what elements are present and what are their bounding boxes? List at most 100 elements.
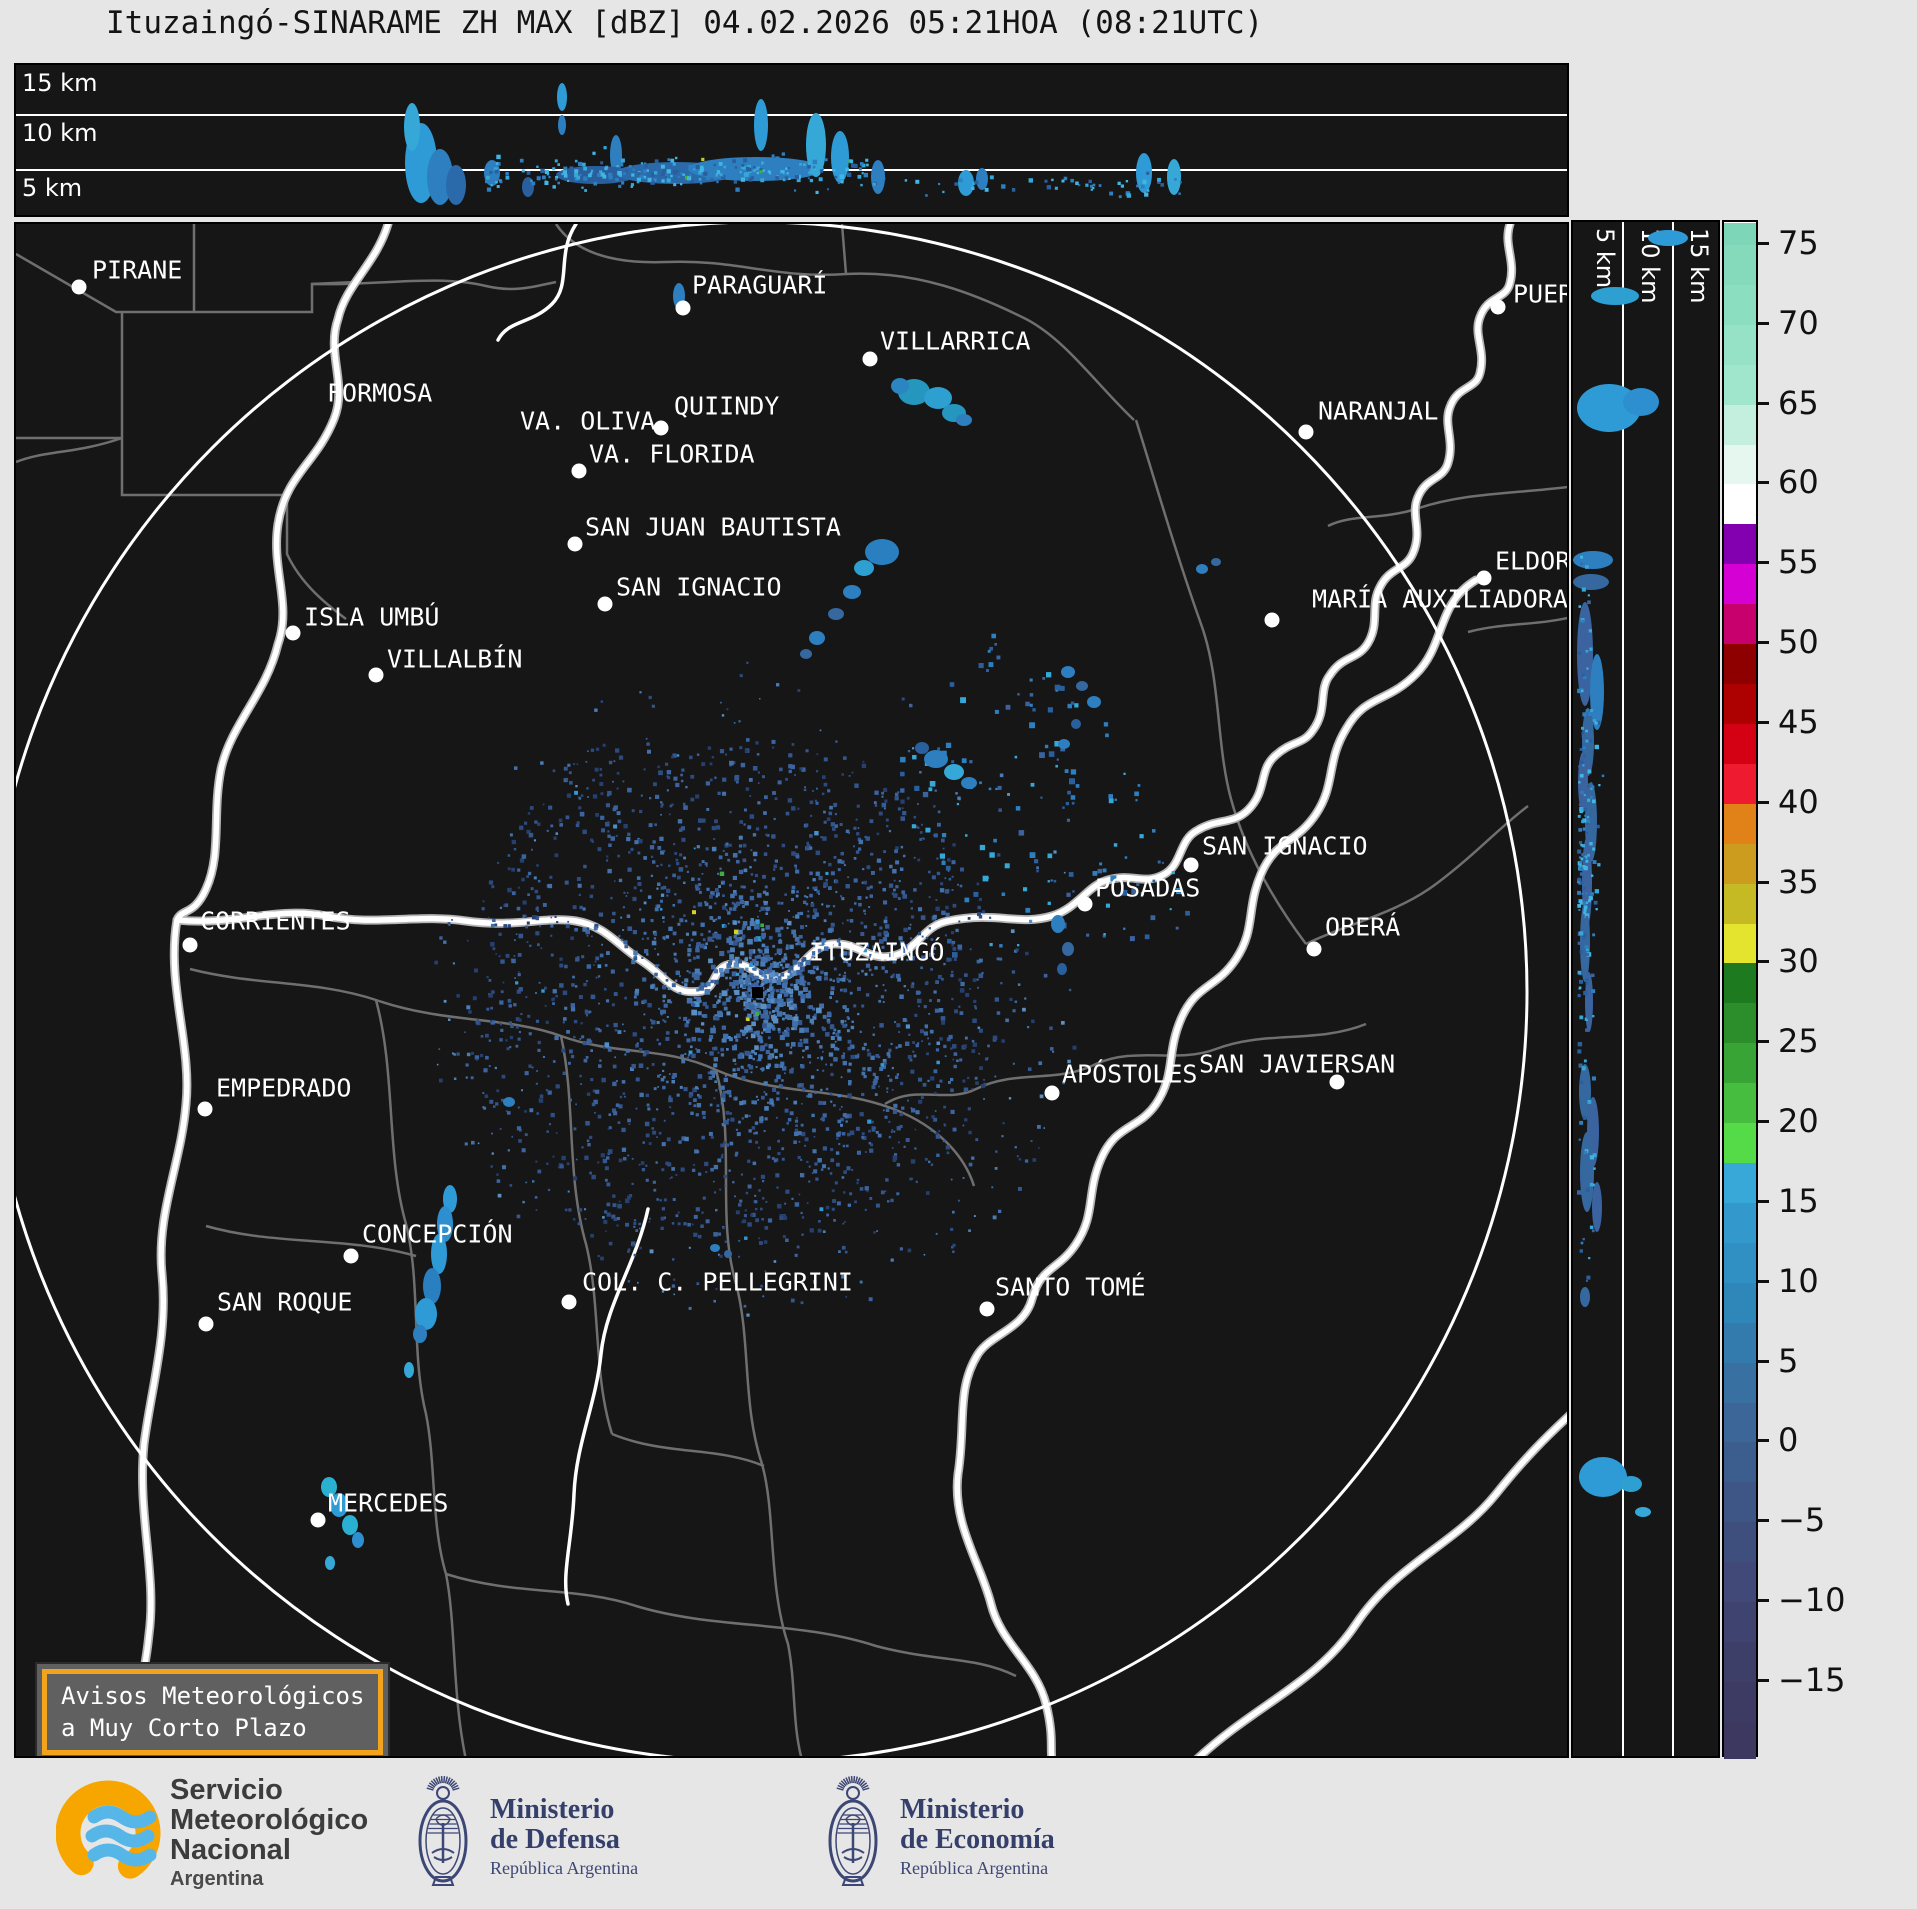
colorbar-tick-label: 25 xyxy=(1778,1022,1819,1061)
echo-blob xyxy=(944,764,964,780)
colorbar-segment xyxy=(1724,1562,1756,1603)
top-panel-label-5km: 5 km xyxy=(22,174,83,202)
top-panel-10km-line xyxy=(16,114,1567,116)
echo-blob xyxy=(1062,942,1074,956)
colorbar-segment xyxy=(1724,1123,1756,1164)
colorbar-segment xyxy=(1724,1043,1756,1084)
colorbar-segment xyxy=(1724,484,1756,525)
city-dot xyxy=(571,463,587,479)
colorbar-segment xyxy=(1724,245,1756,286)
echo-blob xyxy=(1580,902,1590,982)
colorbar-segment xyxy=(1724,923,1756,965)
echo-blob xyxy=(1136,153,1152,193)
colorbar-segment xyxy=(1724,1402,1756,1444)
colorbar-segment xyxy=(1724,1442,1756,1483)
city-label: EMPEDRADO xyxy=(216,1073,352,1103)
top-cross-section-panel: 15 km 10 km 5 km xyxy=(14,63,1569,217)
smn-line-1: Servicio xyxy=(170,1774,283,1806)
echo-blob xyxy=(431,1234,447,1274)
river xyxy=(954,577,1479,1756)
city-label: PARAGUARÍ xyxy=(692,270,828,300)
colorbar-tick xyxy=(1758,1439,1769,1443)
echo-blob xyxy=(828,608,844,620)
echo-blob xyxy=(503,1097,515,1107)
echo-blob xyxy=(831,131,849,183)
city-label: VILLARRICA xyxy=(880,326,1031,356)
admin-border xyxy=(1305,804,1529,946)
city-dot xyxy=(979,1301,995,1317)
colorbar-segment xyxy=(1724,1242,1756,1284)
colorbar-tick xyxy=(1758,880,1769,884)
colorbar-segment xyxy=(1724,843,1756,885)
colorbar-segment xyxy=(1724,1642,1756,1683)
city-label: FORMOSA xyxy=(327,378,433,408)
echo-blob xyxy=(423,1268,441,1304)
city-dot xyxy=(343,1248,359,1264)
city-label: SAN ROQUE xyxy=(217,1287,353,1317)
colorbar-tick xyxy=(1758,960,1769,964)
range-ring xyxy=(16,224,1529,1756)
defensa-coat-of-arms-icon xyxy=(418,1775,468,1886)
echo-blob xyxy=(325,1556,335,1570)
colorbar-tick-label: −10 xyxy=(1778,1581,1846,1620)
right-panel-10km-line xyxy=(1672,222,1674,1756)
city-dot xyxy=(197,1101,213,1117)
city-dot xyxy=(1306,941,1322,957)
economia-line-3: República Argentina xyxy=(900,1858,1049,1878)
city-label: SANTO TOMÉ xyxy=(995,1272,1146,1302)
colorbar-tick xyxy=(1758,1359,1769,1363)
right-cross-section-panel: 5 km 10 km 15 km xyxy=(1571,220,1720,1758)
dbz-colorbar-ticks: 75 70 65 60 55 50 45 40 35 30 25 20 15 10 5 0 −5 −10 −15 xyxy=(1756,220,1886,1757)
city-dot xyxy=(182,937,198,953)
colorbar-segment xyxy=(1724,963,1756,1004)
admin-border xyxy=(714,1069,803,1756)
right-echoes xyxy=(1573,230,1688,1517)
colorbar-segment xyxy=(1724,1282,1756,1324)
echo-blob xyxy=(961,777,977,789)
colorbar-segment xyxy=(1724,284,1756,326)
ground-clutter-speckles xyxy=(434,633,1190,1317)
echo-blob xyxy=(558,115,566,135)
echo-blob xyxy=(1076,681,1088,691)
river xyxy=(114,224,391,1756)
rivers-thin xyxy=(496,224,650,1606)
city-label: SAN xyxy=(1350,1049,1396,1079)
economia-line-2: de Economía xyxy=(900,1824,1055,1855)
colorbar-segment xyxy=(1724,1322,1756,1364)
colorbar-tick-label: 5 xyxy=(1778,1341,1799,1380)
admin-border xyxy=(1134,419,1308,945)
top-cross-section-echoes xyxy=(404,83,1182,205)
echo-blob xyxy=(724,1250,732,1258)
radar-map-canvas xyxy=(16,224,1567,1756)
warning-line-1: Avisos Meteorológicos xyxy=(61,1682,365,1710)
warning-line-2: a Muy Corto Plazo xyxy=(61,1714,307,1742)
economia-line-1: Ministerio xyxy=(900,1794,1025,1825)
city-label: PIRANE xyxy=(92,255,183,285)
colorbar-segment xyxy=(1724,723,1756,765)
echo-blob xyxy=(1087,696,1101,708)
city-dot xyxy=(285,625,301,641)
echo-blob xyxy=(1579,1457,1627,1497)
echo-blob xyxy=(404,103,420,151)
echo-blob xyxy=(446,165,466,205)
colorbar-segment xyxy=(1724,1602,1756,1643)
echo-blob xyxy=(330,1493,348,1517)
colorbar-tick-label: 50 xyxy=(1778,623,1819,662)
colorbar-tick-label: 45 xyxy=(1778,702,1819,741)
colorbar-tick xyxy=(1758,321,1769,325)
echo-blob xyxy=(1058,739,1070,749)
smn-line-3: Nacional xyxy=(170,1834,291,1866)
colorbar-tick-label: 65 xyxy=(1778,383,1819,422)
colorbar-segment xyxy=(1724,404,1756,446)
echo-blob xyxy=(809,631,825,645)
admin-border xyxy=(205,1224,417,1258)
colorbar-segment xyxy=(1724,803,1756,845)
colorbar-segment xyxy=(1724,883,1756,925)
colorbar-segment xyxy=(1724,684,1756,725)
echo-blob xyxy=(1591,287,1639,305)
colorbar-tick xyxy=(1758,800,1769,804)
admin-border xyxy=(884,1022,1367,1106)
colorbar-segment xyxy=(1724,1522,1756,1563)
colorbar-segment xyxy=(1724,1163,1756,1204)
